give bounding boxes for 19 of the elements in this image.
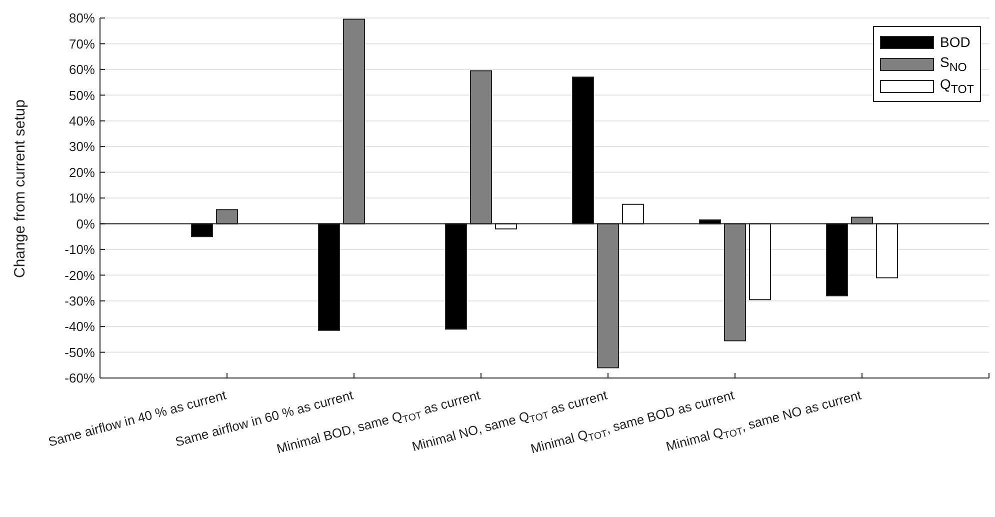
y-tick-label: 40% bbox=[68, 113, 96, 128]
y-tick-label: -10% bbox=[64, 242, 96, 258]
legend-label: S$_{NO}$ bbox=[940, 54, 967, 74]
y-tick-label: 60% bbox=[68, 62, 96, 78]
y-tick-label: 70% bbox=[68, 36, 96, 52]
y-tick-label: 10% bbox=[68, 190, 96, 206]
y-axis-title: Change from current setup bbox=[11, 100, 28, 278]
y-tick-label: -30% bbox=[64, 293, 96, 308]
y-tick-label: -50% bbox=[64, 344, 96, 360]
y-tick-label: 50% bbox=[68, 88, 96, 103]
y-tick-label: -20% bbox=[64, 268, 96, 283]
y-tick-label: 80% bbox=[68, 10, 96, 26]
legend-label: Q$_{TOT}$ bbox=[940, 76, 974, 96]
y-tick-label: 0% bbox=[76, 216, 96, 232]
y-tick-label: 20% bbox=[68, 164, 96, 180]
y-tick-label: -60% bbox=[64, 370, 96, 386]
y-tick-label: 30% bbox=[68, 139, 96, 154]
y-tick-label: -40% bbox=[64, 319, 96, 334]
legend-label: BOD bbox=[940, 34, 970, 50]
